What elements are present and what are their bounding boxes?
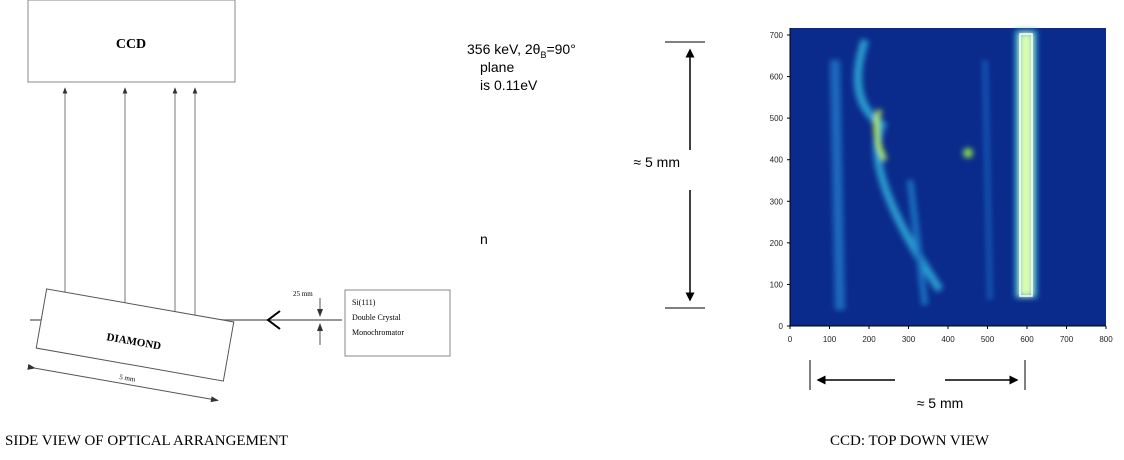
height-dimension: ≈ 5 mm (633, 42, 705, 308)
caption: CCD: TOP DOWN VIEW (830, 433, 990, 449)
figure: CCD DIAMOND 5 mm 25 mm Si(111) Double Cr… (0, 0, 1124, 460)
note: is 0.11eV (480, 77, 538, 93)
diamond-crystal: DIAMOND 5 mm (33, 289, 234, 401)
x-tick-label: 400 (941, 335, 955, 344)
side-view: CCD DIAMOND 5 mm 25 mm Si(111) Double Cr… (5, 0, 450, 449)
width-label: ≈ 5 mm (917, 395, 964, 411)
y-tick-label: 200 (770, 239, 784, 248)
x-tick-label: 800 (1099, 335, 1113, 344)
ccd-image: 0 100 200 300 400 500 600 700 800 0 100 200 300 400 50… (770, 28, 1114, 344)
y-tick-label: 500 (770, 114, 784, 123)
y-tick-label: 100 (770, 280, 784, 289)
x-tick-label: 100 (823, 335, 837, 344)
width-dimension: ≈ 5 mm (810, 360, 1025, 411)
notes: 356 keV, 2θB=90° plane is 0.11eV n (467, 41, 576, 247)
x-tick-label: 700 (1060, 335, 1074, 344)
crystal-width: 5 mm (119, 373, 137, 384)
y-tick-label: 600 (770, 73, 784, 82)
ccd-label: CCD (116, 37, 146, 52)
y-tick-label: 700 (770, 31, 784, 40)
y-tick-label: 0 (779, 322, 784, 331)
x-tick-label: 0 (788, 335, 793, 344)
note: n (480, 231, 488, 247)
note: plane (480, 59, 514, 75)
monochromator-line: Monochromator (352, 328, 404, 337)
y-tick-label: 300 (770, 197, 784, 206)
caption: SIDE VIEW OF OPTICAL ARRANGEMENT (5, 433, 288, 449)
height-label: ≈ 5 mm (633, 154, 680, 170)
x-tick-label: 200 (862, 335, 876, 344)
monochromator-line: Si(111) (352, 298, 376, 307)
reflected-beams (65, 88, 195, 318)
x-tick-label: 300 (902, 335, 916, 344)
y-tick-label: 400 (770, 156, 784, 165)
monochromator-line: Double Crystal (352, 313, 401, 322)
x-tick-label: 600 (1020, 335, 1034, 344)
gap-label: 25 mm (293, 290, 313, 298)
note: 356 keV, 2θB=90° (467, 41, 576, 60)
x-tick-label: 500 (981, 335, 995, 344)
